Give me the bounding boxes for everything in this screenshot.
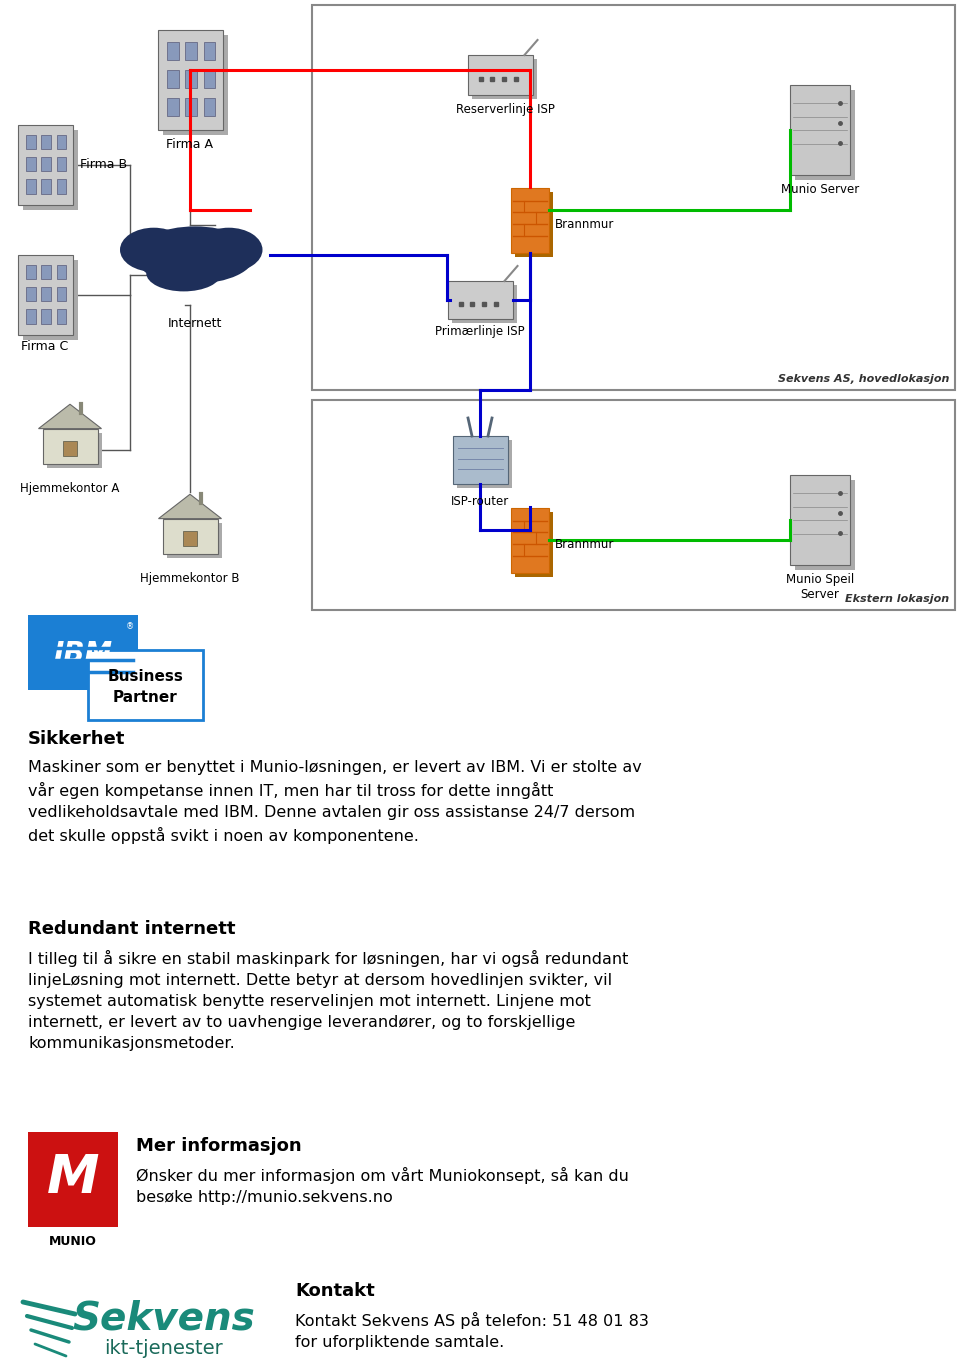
Text: Brannmur: Brannmur (555, 538, 614, 552)
FancyBboxPatch shape (26, 179, 36, 194)
Ellipse shape (135, 226, 255, 283)
FancyBboxPatch shape (41, 264, 51, 279)
FancyBboxPatch shape (204, 42, 215, 60)
Text: Sekvens AS, hovedlokasjon: Sekvens AS, hovedlokasjon (778, 374, 949, 383)
FancyBboxPatch shape (167, 42, 179, 60)
FancyBboxPatch shape (26, 287, 36, 301)
Text: Redundant internett: Redundant internett (28, 920, 235, 938)
FancyBboxPatch shape (41, 134, 51, 149)
FancyBboxPatch shape (790, 85, 850, 175)
Text: Ønsker du mer informasjon om vårt Muniokonsept, så kan du
besøke http://munio.se: Ønsker du mer informasjon om vårt Muniok… (136, 1166, 629, 1205)
FancyBboxPatch shape (26, 157, 36, 171)
FancyBboxPatch shape (157, 30, 223, 130)
Text: MUNIO: MUNIO (49, 1235, 97, 1249)
FancyBboxPatch shape (471, 59, 537, 99)
FancyBboxPatch shape (451, 285, 516, 323)
FancyBboxPatch shape (28, 615, 138, 690)
Text: Munio Server: Munio Server (780, 183, 859, 196)
FancyBboxPatch shape (26, 134, 36, 149)
Text: Sekvens: Sekvens (72, 1301, 254, 1338)
FancyBboxPatch shape (185, 42, 197, 60)
FancyBboxPatch shape (790, 475, 850, 565)
FancyBboxPatch shape (57, 309, 66, 324)
Text: Kontakt: Kontakt (295, 1281, 374, 1301)
FancyBboxPatch shape (312, 5, 955, 390)
Text: Firma C: Firma C (21, 340, 68, 353)
FancyBboxPatch shape (166, 523, 222, 559)
Ellipse shape (139, 242, 191, 278)
FancyBboxPatch shape (28, 1132, 118, 1227)
Text: I tilleg til å sikre en stabil maskinpark for løsningen, har vi også redundant
l: I tilleg til å sikre en stabil maskinpar… (28, 950, 629, 1051)
FancyBboxPatch shape (167, 70, 179, 88)
Polygon shape (38, 404, 102, 428)
Text: Reserverlinje ISP: Reserverlinje ISP (456, 103, 555, 116)
FancyBboxPatch shape (42, 428, 98, 464)
Text: Munio Speil
Server: Munio Speil Server (786, 574, 854, 601)
FancyBboxPatch shape (26, 264, 36, 279)
Text: Kontakt Sekvens AS på telefon: 51 48 01 83
for uforpliktende samtale.: Kontakt Sekvens AS på telefon: 51 48 01 … (295, 1312, 649, 1350)
FancyBboxPatch shape (17, 125, 73, 205)
FancyBboxPatch shape (63, 441, 77, 456)
FancyBboxPatch shape (795, 481, 855, 570)
FancyBboxPatch shape (41, 287, 51, 301)
FancyBboxPatch shape (204, 70, 215, 88)
FancyBboxPatch shape (57, 264, 66, 279)
FancyBboxPatch shape (88, 650, 203, 720)
FancyBboxPatch shape (26, 309, 36, 324)
Text: Internett: Internett (168, 318, 222, 330)
Text: Firma B: Firma B (80, 159, 127, 171)
FancyBboxPatch shape (57, 179, 66, 194)
FancyBboxPatch shape (22, 130, 78, 209)
Text: Brannmur: Brannmur (555, 219, 614, 231)
FancyBboxPatch shape (57, 287, 66, 301)
FancyBboxPatch shape (204, 99, 215, 116)
FancyBboxPatch shape (515, 512, 553, 576)
Text: IBM: IBM (54, 639, 112, 668)
Text: Firma A: Firma A (166, 138, 213, 151)
FancyBboxPatch shape (515, 192, 553, 256)
Ellipse shape (195, 227, 262, 272)
FancyBboxPatch shape (41, 309, 51, 324)
Text: ®: ® (126, 623, 134, 631)
FancyBboxPatch shape (447, 281, 513, 319)
FancyBboxPatch shape (468, 55, 533, 94)
Ellipse shape (146, 255, 221, 292)
FancyBboxPatch shape (162, 36, 228, 136)
FancyBboxPatch shape (162, 519, 218, 554)
FancyBboxPatch shape (41, 157, 51, 171)
Polygon shape (158, 494, 222, 519)
Text: Business: Business (108, 669, 183, 684)
Text: Maskiner som er benyttet i Munio-løsningen, er levert av IBM. Vi er stolte av
vå: Maskiner som er benyttet i Munio-løsning… (28, 760, 641, 845)
FancyBboxPatch shape (511, 188, 549, 252)
FancyBboxPatch shape (457, 439, 512, 487)
FancyBboxPatch shape (183, 531, 197, 546)
FancyBboxPatch shape (795, 90, 855, 179)
FancyBboxPatch shape (57, 134, 66, 149)
FancyBboxPatch shape (41, 179, 51, 194)
FancyBboxPatch shape (312, 400, 955, 611)
FancyBboxPatch shape (17, 255, 73, 335)
Text: Partner: Partner (113, 690, 178, 705)
Ellipse shape (120, 227, 187, 272)
FancyBboxPatch shape (185, 70, 197, 88)
Ellipse shape (191, 242, 244, 278)
FancyBboxPatch shape (22, 260, 78, 340)
Text: Primærlinje ISP: Primærlinje ISP (435, 324, 525, 338)
FancyBboxPatch shape (511, 508, 549, 572)
FancyBboxPatch shape (452, 435, 508, 485)
FancyBboxPatch shape (167, 99, 179, 116)
Text: ISP-router: ISP-router (451, 496, 509, 508)
Text: Mer informasjon: Mer informasjon (136, 1138, 301, 1155)
FancyBboxPatch shape (57, 157, 66, 171)
Text: Ekstern lokasjon: Ekstern lokasjon (845, 594, 949, 604)
Text: ikt-tjenester: ikt-tjenester (104, 1339, 223, 1358)
Text: Hjemmekontor B: Hjemmekontor B (140, 572, 240, 585)
FancyBboxPatch shape (46, 433, 102, 468)
Text: Hjemmekontor A: Hjemmekontor A (20, 482, 120, 496)
Text: Sikkerhet: Sikkerhet (28, 730, 126, 747)
FancyBboxPatch shape (185, 99, 197, 116)
Text: M: M (47, 1151, 99, 1203)
